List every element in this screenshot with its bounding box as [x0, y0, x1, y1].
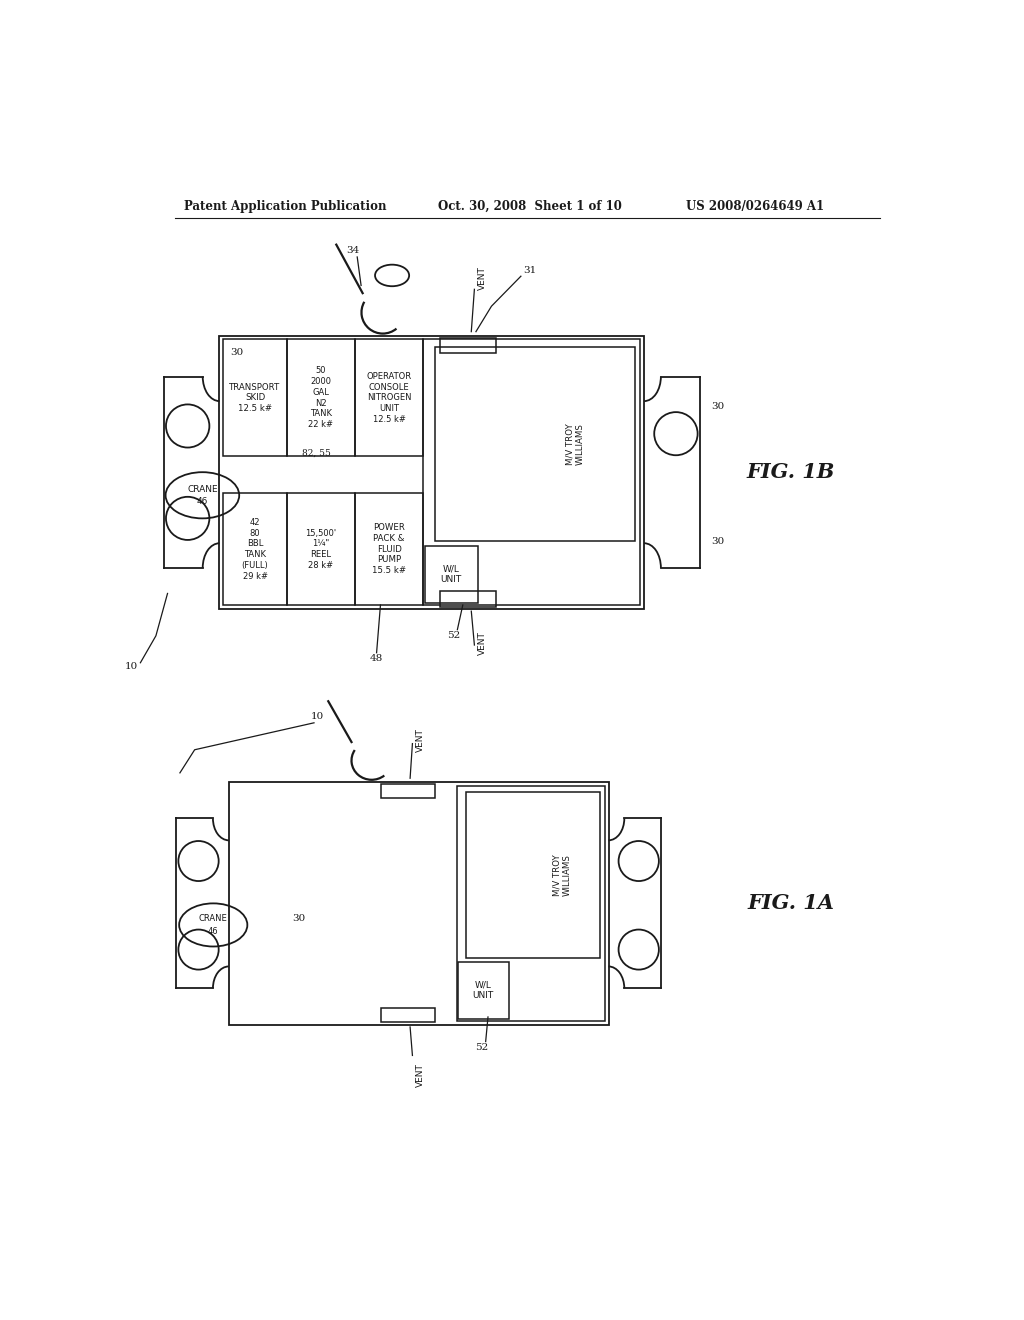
Text: VENT: VENT	[416, 1063, 425, 1086]
Bar	[228, 781, 608, 1024]
Bar	[223, 494, 287, 605]
Text: Oct. 30, 2008  Sheet 1 of 10: Oct. 30, 2008 Sheet 1 of 10	[438, 199, 622, 213]
Text: W/L
UNIT: W/L UNIT	[440, 565, 462, 585]
Bar	[466, 792, 600, 958]
Bar	[287, 494, 355, 605]
Bar	[458, 961, 509, 1019]
Text: 34: 34	[347, 247, 360, 255]
Bar	[440, 591, 496, 607]
Text: US 2008/0264649 A1: US 2008/0264649 A1	[686, 199, 824, 213]
Text: M/V TROY
WILLIAMS: M/V TROY WILLIAMS	[565, 424, 585, 465]
Bar	[287, 339, 355, 457]
Text: VENT: VENT	[477, 265, 486, 289]
Text: VENT: VENT	[477, 631, 486, 656]
Bar	[355, 494, 423, 605]
Text: 82, 55: 82, 55	[302, 449, 331, 458]
Text: M/V TROY
WILLIAMS: M/V TROY WILLIAMS	[553, 854, 572, 896]
Bar	[440, 338, 496, 354]
Text: 52: 52	[446, 631, 460, 640]
Bar	[355, 339, 423, 457]
Text: 48: 48	[370, 655, 383, 664]
Text: 42
80
BBL
TANK
(FULL)
29 k#: 42 80 BBL TANK (FULL) 29 k#	[242, 517, 268, 581]
Bar	[457, 785, 604, 1020]
Text: 31: 31	[523, 265, 537, 275]
Text: FIG. 1B: FIG. 1B	[746, 462, 835, 482]
Text: 30: 30	[712, 403, 725, 412]
Text: CRANE: CRANE	[199, 915, 227, 923]
Text: FIG. 1A: FIG. 1A	[748, 894, 835, 913]
Text: 46: 46	[197, 496, 208, 506]
Text: 30: 30	[230, 348, 244, 356]
Text: 10: 10	[311, 713, 325, 721]
Bar	[223, 339, 287, 457]
Text: 10: 10	[125, 663, 137, 671]
Bar	[381, 1008, 435, 1022]
Text: 52: 52	[475, 1043, 488, 1052]
Text: OPERATOR
CONSOLE
NITROGEN
UNIT
12.5 k#: OPERATOR CONSOLE NITROGEN UNIT 12.5 k#	[367, 372, 412, 424]
Text: TRANSPORT
SKID
12.5 k#: TRANSPORT SKID 12.5 k#	[229, 383, 281, 413]
Bar	[425, 545, 477, 603]
Bar	[219, 335, 644, 609]
Text: 15,500'
1¼"
REEL
28 k#: 15,500' 1¼" REEL 28 k#	[305, 528, 337, 570]
Text: CRANE: CRANE	[187, 484, 218, 494]
Text: 30: 30	[712, 537, 725, 546]
Text: W/L
UNIT: W/L UNIT	[473, 981, 494, 1001]
Text: POWER
PACK &
FLUID
PUMP
15.5 k#: POWER PACK & FLUID PUMP 15.5 k#	[372, 523, 407, 576]
Text: 46: 46	[208, 927, 218, 936]
Text: VENT: VENT	[416, 727, 425, 751]
Bar	[435, 347, 635, 541]
Text: 30: 30	[292, 915, 305, 923]
Bar	[381, 784, 435, 799]
Bar	[423, 339, 640, 605]
Text: 50
2000
GAL
N2
TANK
22 k#: 50 2000 GAL N2 TANK 22 k#	[308, 367, 334, 429]
Text: Patent Application Publication: Patent Application Publication	[183, 199, 386, 213]
